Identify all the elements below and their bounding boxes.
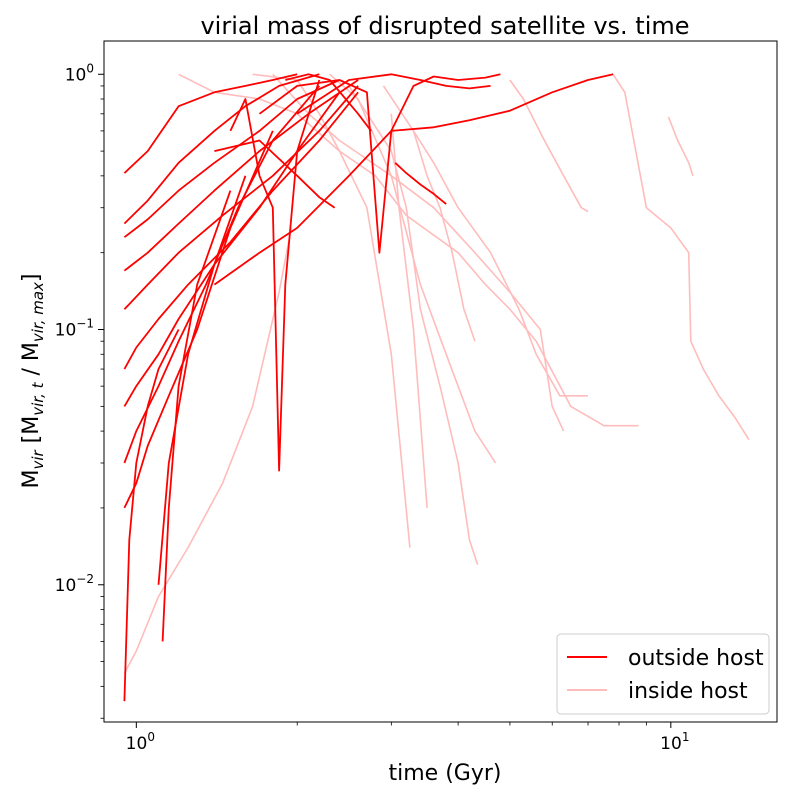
- series-line-outside: [123, 329, 180, 702]
- series-line-inside: [382, 85, 588, 397]
- legend-label-outside: outside host: [628, 646, 764, 671]
- series-line-outside: [161, 190, 232, 642]
- series-line-outside: [213, 73, 614, 286]
- x-tick-label: 101: [660, 730, 689, 754]
- series-line-outside: [296, 73, 491, 115]
- legend-label-inside: inside host: [628, 679, 748, 704]
- series-line-inside: [390, 113, 428, 508]
- legend: outside host inside host: [556, 633, 770, 715]
- x-tick-label: 100: [126, 730, 155, 754]
- axis-ticks: 100 101 10−2 10−1 100: [55, 61, 690, 754]
- series-line-inside: [612, 73, 750, 441]
- series-line-outside: [123, 79, 340, 238]
- series-line-outside: [123, 91, 359, 370]
- legend-box: [556, 633, 770, 715]
- series-line-outside: [394, 162, 447, 205]
- series-line-inside: [252, 73, 639, 427]
- series-line-outside: [157, 175, 247, 585]
- x-axis-label: time (Gyr): [389, 761, 502, 786]
- series-line-outside: [123, 73, 320, 225]
- plot-frame: [103, 40, 778, 723]
- series-line-outside: [123, 73, 298, 174]
- y-tick-label: 100: [65, 61, 94, 85]
- series-line-outside: [214, 139, 336, 209]
- y-axis-label: Mvir [Mvir, t / Mvir, max]: [19, 273, 47, 488]
- y-tick-label: 10−2: [55, 572, 94, 596]
- series-group: [123, 73, 750, 702]
- chart-title: virial mass of disrupted satellite vs. t…: [200, 12, 689, 40]
- series-line-inside: [412, 130, 476, 342]
- series-line-outside: [285, 73, 372, 132]
- series-line-inside: [272, 73, 565, 432]
- series-line-inside: [348, 85, 479, 565]
- series-line-outside: [123, 130, 274, 509]
- series-line-inside: [667, 116, 694, 177]
- y-tick-label: 10−1: [55, 317, 94, 341]
- series-line-inside: [509, 79, 589, 213]
- series-line-outside: [123, 85, 359, 310]
